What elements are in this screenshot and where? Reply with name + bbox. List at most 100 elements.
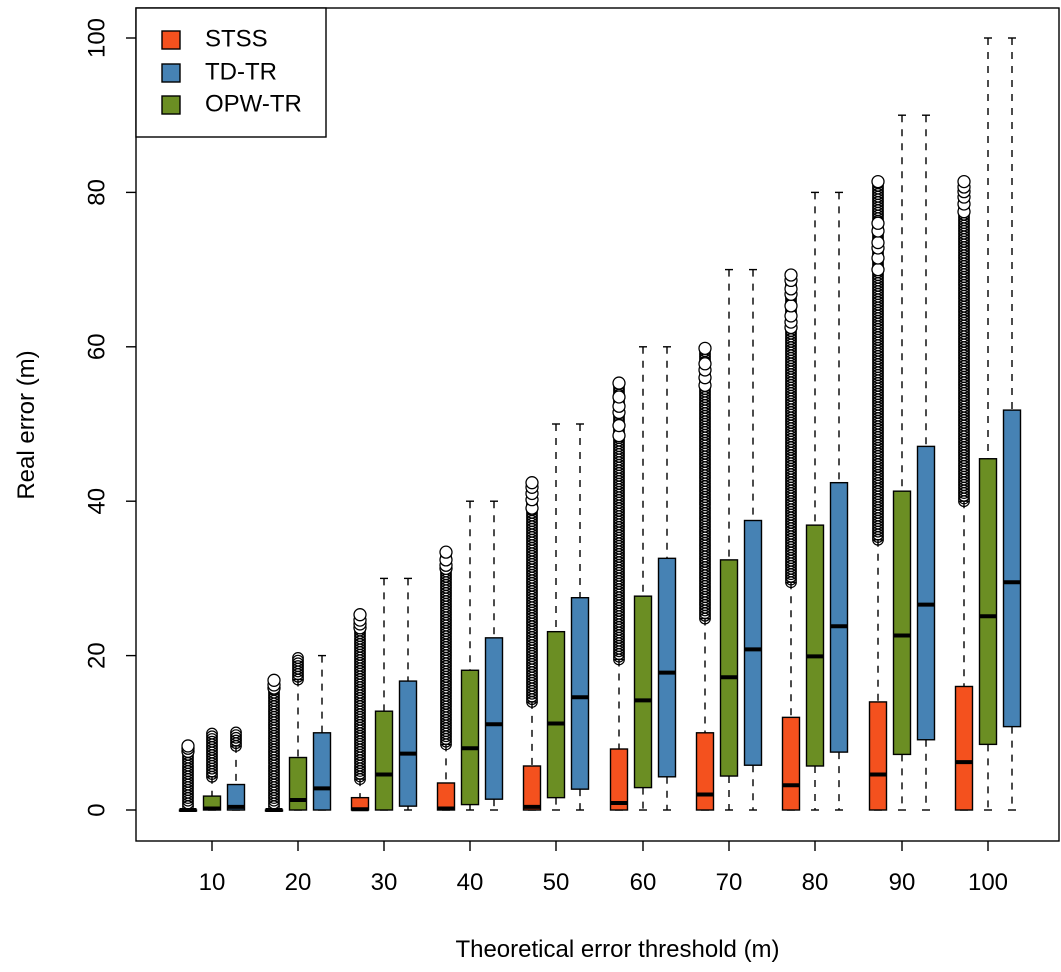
outlier-point [206,733,218,745]
box-plot-item [546,423,566,811]
box-plot-item [522,476,542,811]
box-plot-item [484,500,504,811]
outlier-point [353,608,367,622]
outlier-point [612,390,626,404]
outlier-point [871,235,885,250]
outlier-point [525,476,539,490]
box-plot-item [695,341,715,811]
box-plot-item [288,652,308,811]
y-axis-tick-label: 80 [83,179,110,206]
outlier-point [871,262,885,277]
plot-area [178,37,1022,813]
x-axis-tick-label: 60 [630,869,657,896]
x-axis-tick-label: 20 [285,869,312,896]
y-axis-title: Real error (m) [13,350,40,499]
box-plot-item [264,673,284,813]
box-body [805,524,825,767]
box-body [1002,409,1022,728]
x-axis-title: Theoretical error threshold (m) [455,936,779,963]
outlier-point [698,357,712,371]
box-plot-item [436,545,456,811]
box-plot-item [609,376,629,811]
box-plot-item [829,191,849,811]
x-axis-tick-label: 70 [716,869,743,896]
legend: STSS TD-TR OPW-TR [135,7,327,138]
x-axis-tick-label: 10 [199,869,226,896]
box-body [312,732,332,811]
legend-label: OPW-TR [205,90,302,117]
outlier-point [230,731,242,744]
y-axis-tick-label: 60 [83,333,110,360]
box-plot-item [398,577,418,811]
box-body [546,630,566,799]
box-body [916,445,936,741]
x-axis-tick-label: 80 [802,869,829,896]
outlier-point [612,418,626,433]
box-plot-item [954,174,974,811]
box-body [570,597,590,790]
box-plot-item [374,577,394,811]
outlier-point [181,739,195,753]
box-plot-item [178,739,198,813]
box-body [609,748,629,811]
box-plot-item [719,268,739,811]
box-plot-item [868,174,888,811]
legend-label: TD-TR [205,58,277,85]
outlier-point [206,727,218,740]
outlier-point [612,376,626,390]
box-body [781,716,801,811]
box-body [522,765,542,811]
box-body [633,595,653,789]
outlier-point [292,657,304,670]
box-body [978,458,998,746]
box-body [892,490,912,756]
box-body [743,519,763,766]
outlier-point [957,174,971,189]
y-axis-tick-label: 0 [83,803,110,816]
y-axis-tick-label: 100 [83,18,110,58]
outlier-point [292,652,304,664]
box-body [226,783,246,811]
y-axis-tick-label: 40 [83,488,110,515]
outlier-point [292,660,304,672]
x-axis-tick-label: 100 [968,869,1008,896]
axes: 0 20 40 60 80 100 10 20 30 40 50 60 70 80 90 100 [83,7,1060,896]
box-plot-item [633,346,653,811]
box-body [695,732,715,811]
box-plot-item [570,423,590,811]
outlier-point [784,299,798,313]
box-plot-item [312,654,332,811]
outlier-point [698,341,712,355]
box-body [829,481,849,753]
outlier-point [230,734,242,747]
x-axis-tick-label: 40 [457,869,484,896]
outlier-point [871,174,885,189]
outlier-point [267,673,281,687]
outlier-point [871,216,885,230]
box-plot-item [657,346,677,811]
box-plot-item [350,608,370,812]
box-body [460,669,480,806]
legend-swatch [161,30,181,50]
outlier-point [206,730,218,743]
box-plot-item [805,191,825,811]
outlier-point [784,268,798,282]
outlier-point [206,735,218,748]
box-body [374,710,394,811]
box-plot-item [892,114,912,811]
legend-label: STSS [205,25,268,52]
legend-swatch [161,63,181,83]
box-body [954,685,974,811]
outlier-point [230,726,242,739]
box-plot-item [202,727,222,811]
box-body [398,680,418,807]
box-body [436,782,456,811]
x-axis-tick-label: 90 [889,869,916,896]
box-plot-item [743,268,763,811]
legend-swatch [161,95,181,115]
box-plot-item [916,114,936,811]
plot-frame [135,7,1060,842]
box-plot-item [978,37,998,811]
